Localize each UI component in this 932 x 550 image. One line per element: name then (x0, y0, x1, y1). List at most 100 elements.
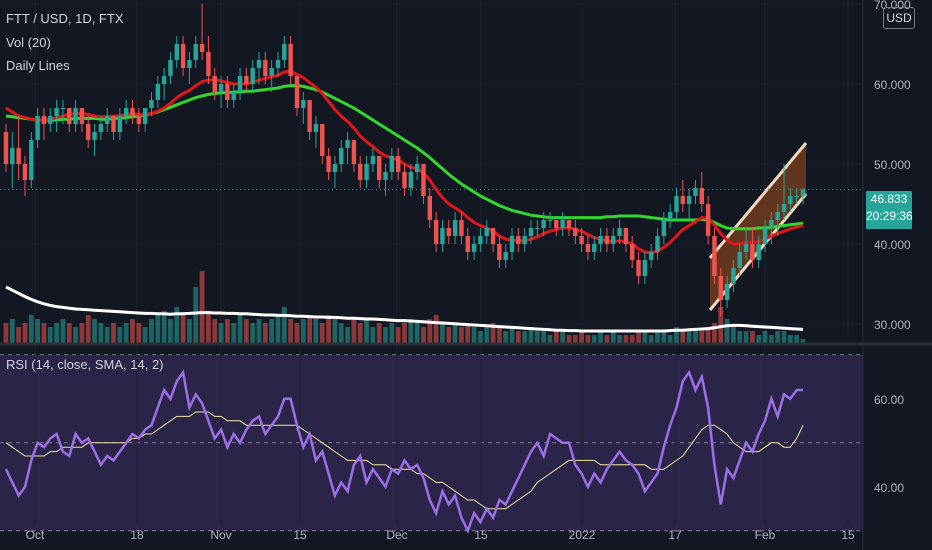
candle-body (743, 244, 749, 252)
candle-body (218, 84, 224, 92)
candle-body (680, 196, 686, 204)
candle-body (10, 148, 15, 164)
candle-body (212, 76, 217, 92)
candle-body (383, 172, 388, 180)
volume-bar (73, 327, 78, 343)
candle-body (256, 60, 262, 68)
volume-bar (440, 323, 445, 343)
last-price-value: 46.833 (870, 192, 908, 206)
candle-body (667, 212, 673, 220)
volume-bar (206, 311, 211, 343)
candle-body (54, 108, 59, 116)
time-tick-label: Dec (386, 528, 407, 542)
volume-bar (693, 331, 698, 343)
volume-bar (174, 307, 180, 343)
volume-bar (446, 327, 452, 343)
volume-bar (604, 335, 610, 343)
volume-bar (66, 323, 72, 343)
daily-lines-legend[interactable]: Daily Lines (6, 58, 70, 73)
volume-bar (288, 319, 294, 343)
volume-bar (187, 319, 192, 343)
candle-body (136, 116, 142, 124)
volume-bar (490, 323, 496, 343)
volume-bar (471, 327, 477, 343)
candle-body (111, 116, 116, 132)
candle-body (86, 124, 91, 140)
volume-bar (465, 323, 471, 343)
candle-body (750, 244, 755, 260)
volume-bar (161, 311, 167, 343)
volume-bar (212, 319, 218, 343)
candle-body (427, 196, 433, 220)
candle-body (478, 236, 483, 244)
candle-body (465, 236, 470, 252)
candle-body (484, 228, 489, 236)
volume-bar (168, 319, 173, 343)
volume-bar (370, 327, 376, 343)
volume-bar (389, 323, 395, 343)
candle-body (503, 252, 508, 260)
volume-bar (307, 315, 313, 343)
candle-body (269, 68, 274, 76)
candle-body (541, 220, 546, 228)
candle-body (452, 220, 458, 236)
candle-body (225, 84, 230, 100)
volume-bars (3, 271, 806, 343)
candle-body (237, 76, 243, 92)
volume-bar (528, 327, 534, 343)
volume-bar (231, 323, 237, 343)
volume-bar (402, 323, 407, 343)
volume-bar (9, 319, 15, 343)
volume-bar (16, 327, 22, 343)
candle-body (332, 164, 338, 172)
candle-body (244, 76, 249, 84)
candle-body (364, 164, 369, 180)
candle-body (142, 108, 148, 124)
volume-bar (136, 323, 142, 343)
candle-body (358, 164, 363, 180)
candle-body (617, 228, 622, 236)
candle-body (187, 60, 192, 68)
time-tick-label: 18 (130, 528, 144, 542)
volume-bar (130, 319, 135, 343)
volume-bar (712, 323, 717, 343)
candle-body (642, 260, 648, 276)
volume-bar (648, 335, 654, 343)
candle-body (699, 188, 705, 204)
candle-body (421, 164, 426, 196)
candle-body (351, 140, 357, 164)
candle-body (320, 124, 325, 156)
candle-body (307, 100, 312, 132)
volume-bar (572, 335, 578, 343)
volume-bar (294, 323, 300, 343)
volume-bar (41, 323, 47, 343)
candle-body (370, 156, 376, 164)
volume-bar (503, 331, 509, 343)
volume-bar (768, 335, 774, 343)
time-tick-label: Feb (755, 528, 776, 542)
candle-body (29, 140, 34, 180)
candle-body (648, 252, 654, 260)
candle-body (22, 164, 28, 180)
volume-legend[interactable]: Vol (20) (6, 35, 51, 50)
candle-body (579, 236, 584, 244)
currency-selector[interactable]: USD (883, 7, 915, 29)
volume-bar (243, 319, 249, 343)
rsi-axis[interactable]: 40.00 60.00 (874, 393, 904, 495)
bar-countdown: 20:29:36 (866, 209, 913, 223)
volume-bar (193, 287, 199, 343)
candle-body (636, 260, 641, 276)
volume-bar (731, 327, 736, 343)
symbol-title[interactable]: FTT / USD, 1D, FTX (6, 11, 124, 26)
volume-bar (3, 323, 9, 343)
volume-bar (724, 319, 730, 343)
candle-body (623, 228, 629, 244)
rsi-legend[interactable]: RSI (14, close, SMA, 14, 2) (6, 357, 164, 372)
candle-body (98, 124, 104, 132)
candle-body (199, 44, 205, 52)
candle-body (48, 116, 53, 124)
time-axis[interactable]: Oct 18 Nov 15 Dec 15 2022 17 Feb 15 (26, 528, 855, 542)
time-tick-label: Nov (210, 528, 231, 542)
volume-bar (92, 319, 97, 343)
